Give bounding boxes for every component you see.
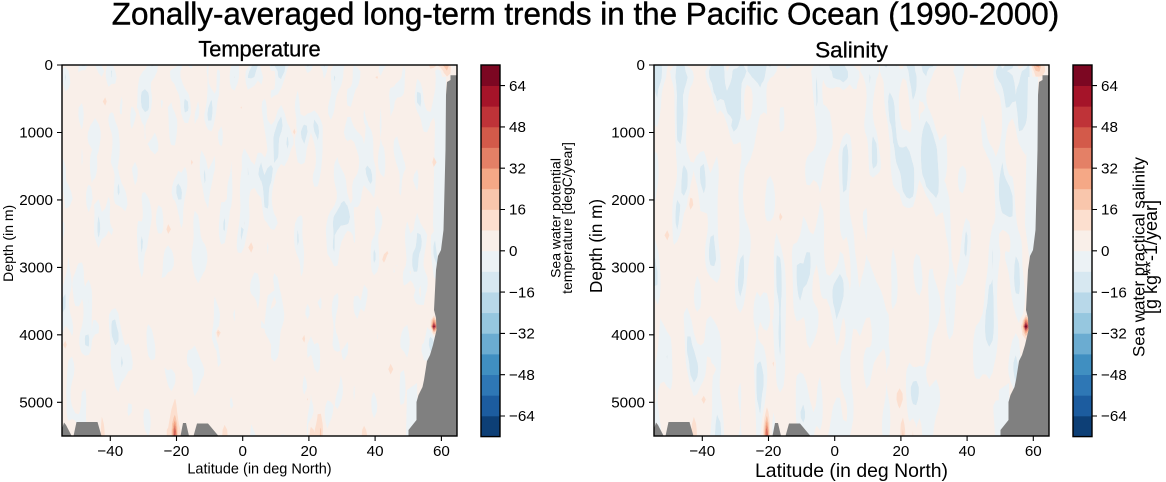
svg-text:−32: −32 [509,326,535,343]
svg-text:40: 40 [959,443,976,460]
svg-text:20: 20 [892,443,909,460]
svg-text:Salinity: Salinity [815,37,889,62]
svg-text:5000: 5000 [19,395,53,412]
svg-text:40: 40 [367,443,384,460]
svg-text:−48: −48 [1101,367,1127,384]
svg-text:Depth (in m): Depth (in m) [587,199,606,293]
svg-text:4000: 4000 [19,327,53,344]
svg-text:0: 0 [238,443,246,460]
svg-text:0: 0 [637,57,645,74]
svg-text:60: 60 [1025,443,1042,460]
svg-text:temperature [degC/year]: temperature [degC/year] [559,142,575,294]
svg-text:−64: −64 [1101,408,1127,425]
svg-text:1000: 1000 [19,125,53,142]
svg-text:5000: 5000 [611,395,645,412]
svg-text:Latitude (in deg North): Latitude (in deg North) [187,462,331,478]
svg-text:0: 0 [1101,243,1109,260]
svg-text:Zonally-averaged long-term tre: Zonally-averaged long-term trends in the… [112,0,1059,32]
svg-text:3000: 3000 [611,260,645,277]
svg-text:16: 16 [509,202,526,219]
svg-text:Temperature: Temperature [198,37,320,62]
svg-text:60: 60 [433,443,450,460]
svg-text:Latitude (in deg North): Latitude (in deg North) [755,460,948,482]
svg-text:Sea water potential: Sea water potential [548,158,564,278]
svg-text:−16: −16 [509,284,535,301]
svg-text:4000: 4000 [611,327,645,344]
svg-text:48: 48 [509,119,526,136]
svg-text:0: 0 [830,443,838,460]
svg-text:48: 48 [1101,119,1118,136]
svg-text:−32: −32 [1101,326,1127,343]
svg-text:64: 64 [1101,78,1118,95]
svg-text:2000: 2000 [611,192,645,209]
svg-text:−20: −20 [164,443,190,460]
svg-text:3000: 3000 [19,260,53,277]
svg-text:64: 64 [509,78,526,95]
svg-text:20: 20 [300,443,317,460]
svg-text:−20: −20 [756,443,782,460]
svg-text:Sea water practical salinity: Sea water practical salinity [1130,156,1149,357]
svg-text:−16: −16 [1101,284,1127,301]
svg-text:−48: −48 [509,367,535,384]
svg-text:Depth (in m): Depth (in m) [0,205,16,282]
svg-text:0: 0 [45,57,53,74]
svg-text:32: 32 [509,160,526,177]
svg-text:32: 32 [1101,160,1118,177]
svg-text:1000: 1000 [611,125,645,142]
svg-text:16: 16 [1101,202,1118,219]
svg-text:−40: −40 [689,443,715,460]
svg-text:0: 0 [509,243,517,260]
svg-text:[g kg**-1/year]: [g kg**-1/year] [1141,200,1161,314]
svg-text:−64: −64 [509,408,535,425]
svg-text:2000: 2000 [19,192,53,209]
svg-text:−40: −40 [97,443,123,460]
